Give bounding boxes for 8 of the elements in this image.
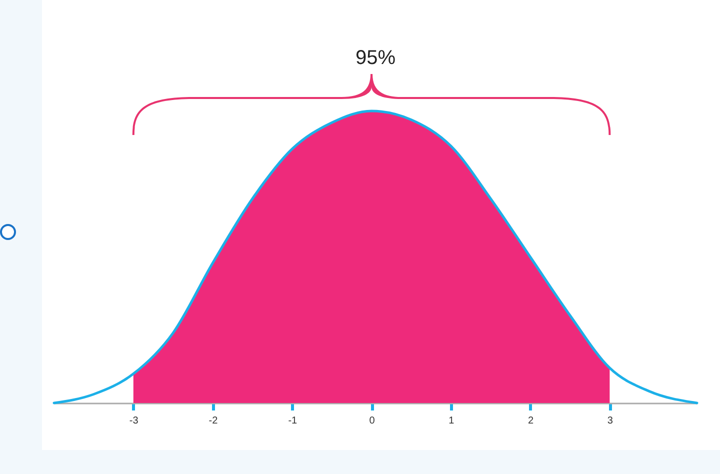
x-tick-label: 0 (369, 416, 376, 426)
x-tick-label: -3 (129, 416, 139, 426)
x-tick-label: 3 (607, 416, 614, 426)
x-tick-label: 2 (528, 416, 534, 426)
x-tick-label: 1 (448, 416, 455, 426)
text: 95% (355, 46, 396, 69)
x-tick-label: -2 (208, 416, 218, 426)
x-tick-label: -1 (288, 416, 298, 426)
